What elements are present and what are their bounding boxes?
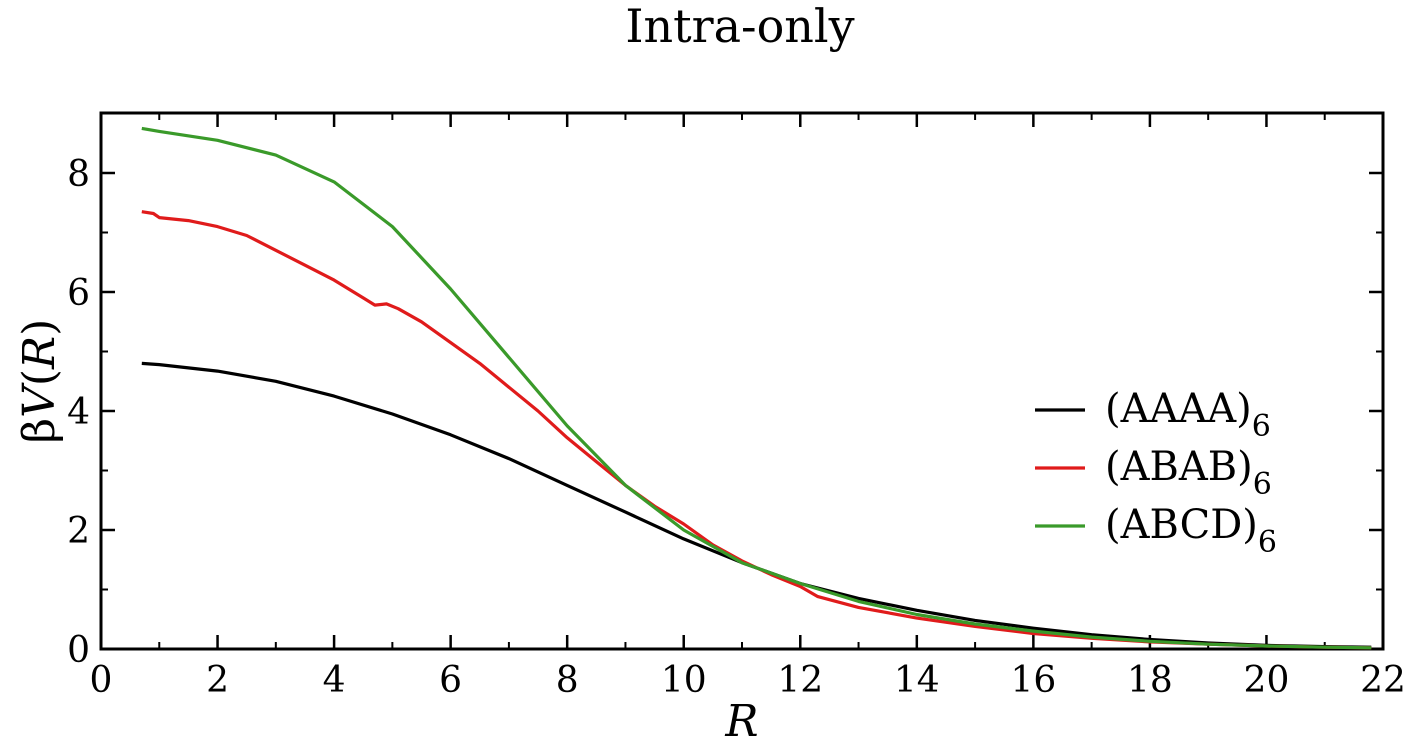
legend-label-subscript: 6: [1253, 467, 1272, 502]
legend-label-main: (ABCD): [1105, 502, 1258, 548]
plot-frame: [99, 111, 1385, 651]
y-tick-label: 8: [67, 154, 90, 195]
chart-title: Intra-only: [625, 0, 854, 53]
legend-label-abab: (ABAB)6: [1105, 444, 1272, 502]
y-axis-label-arg: R: [14, 336, 65, 370]
legend: (AAAA)6(ABAB)6(ABCD)6: [1035, 386, 1277, 560]
y-tick-label: 2: [67, 511, 90, 552]
x-tick-label: 6: [439, 660, 462, 701]
y-ticks: 0 2 4 6 8: [67, 112, 1383, 671]
legend-label-main: (ABAB): [1105, 444, 1253, 490]
series-line-abcd: [141, 126, 1372, 650]
y-axis-label: βV(R): [14, 319, 65, 444]
x-tick-label: 22: [1360, 660, 1404, 701]
y-axis-label-prefix: β: [14, 418, 65, 443]
x-tick-label: 4: [323, 660, 346, 701]
y-tick-label: 6: [67, 273, 90, 314]
y-tick-label: 4: [67, 392, 90, 433]
x-tick-label: 14: [894, 660, 940, 701]
x-tick-label: 16: [1010, 660, 1056, 701]
legend-label-subscript: 6: [1258, 525, 1277, 560]
x-tick-label: 12: [777, 660, 823, 701]
x-tick-label: 20: [1244, 660, 1290, 701]
series-line-abab: [141, 210, 1372, 650]
series-lines: [141, 126, 1372, 650]
y-axis-label-close: ): [14, 319, 65, 336]
x-tick-label: 8: [556, 660, 579, 701]
x-tick-label: 0: [90, 660, 113, 701]
x-ticks: 0 2 4 6 8 10 12 14 16 18 20 22: [90, 113, 1404, 701]
legend-label-aaaa: (AAAA)6: [1105, 386, 1271, 444]
legend-label-main: (AAAA): [1105, 386, 1252, 432]
x-tick-label: 2: [206, 660, 229, 701]
y-tick-label: 0: [67, 630, 90, 671]
legend-label-abcd: (ABCD)6: [1105, 502, 1277, 560]
y-axis-label-var: V: [14, 382, 65, 418]
legend-label-subscript: 6: [1252, 409, 1271, 444]
x-axis-label: R: [724, 696, 758, 741]
x-tick-label: 18: [1127, 660, 1173, 701]
y-axis-label-open: (: [14, 369, 65, 386]
x-tick-label: 10: [661, 660, 707, 701]
